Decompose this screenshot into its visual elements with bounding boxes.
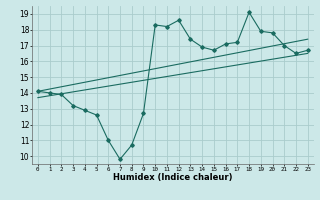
X-axis label: Humidex (Indice chaleur): Humidex (Indice chaleur) xyxy=(113,173,233,182)
